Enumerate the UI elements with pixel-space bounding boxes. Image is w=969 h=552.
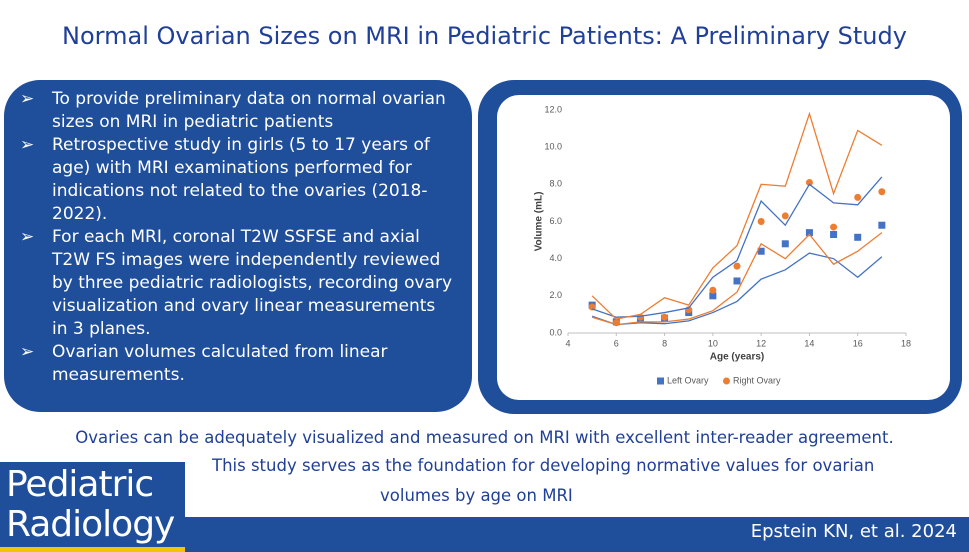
chart: 0.0 2.0 4.0 6.0 8.0 10.0 12.0 4 6 8 10 12 14 16 18 Age … <box>534 104 911 385</box>
point <box>781 212 789 220</box>
point <box>854 193 862 201</box>
x-tick-label: 10 <box>708 338 718 348</box>
logo-underline <box>0 547 185 552</box>
point <box>878 221 886 229</box>
citation: Epstein KN, et al. 2024 <box>750 521 957 542</box>
point <box>757 218 765 225</box>
y-axis-label: Volume (mL) <box>534 192 545 252</box>
y-tick-label: 8.0 <box>549 179 562 189</box>
point <box>733 262 741 270</box>
legend-label: Left Ovary <box>667 375 709 385</box>
logo-text: Pediatric <box>6 464 154 505</box>
point <box>878 188 886 196</box>
range-line <box>591 176 883 318</box>
chart-panel: 0.0 2.0 4.0 6.0 8.0 10.0 12.0 4 6 8 10 12 14 16 18 Age … <box>497 95 950 400</box>
x-tick-label: 14 <box>804 338 814 348</box>
x-tick-label: 4 <box>565 338 570 348</box>
point <box>709 286 717 294</box>
y-tick-label: 10.0 <box>544 142 562 152</box>
conclusion: Ovaries can be adequately visualized and… <box>75 428 894 447</box>
y-tick-label: 4.0 <box>549 253 562 263</box>
point <box>805 229 813 237</box>
conclusion: This study serves as the foundation for … <box>212 456 875 475</box>
x-tick-label: 16 <box>853 338 863 348</box>
x-tick-label: 12 <box>756 338 766 348</box>
title: Normal Ovarian Sizes on MRI in Pediatric… <box>62 22 907 50</box>
bullet: Retrospective study in girls (5 to 17 ye… <box>14 134 452 226</box>
x-axis-label: Age (years) <box>710 352 764 363</box>
point <box>781 240 789 248</box>
methods-box: To provide preliminary data on normal ov… <box>4 80 472 412</box>
range-line <box>591 111 883 320</box>
point <box>588 303 596 311</box>
point <box>805 178 813 186</box>
legend-swatch <box>657 377 664 385</box>
legend-swatch <box>723 377 730 385</box>
point <box>661 313 669 321</box>
point <box>733 277 741 285</box>
bullets: To provide preliminary data on normal ov… <box>4 80 472 387</box>
conclusion: volumes by age on MRI <box>380 486 573 505</box>
journal-logo: Pediatric Radiology <box>0 462 185 552</box>
point <box>757 247 765 255</box>
y-tick-label: 12.0 <box>544 104 562 114</box>
point <box>830 223 838 231</box>
range-line <box>591 232 883 326</box>
y-tick-label: 6.0 <box>549 216 562 226</box>
y-tick-label: 2.0 <box>549 290 562 300</box>
y-tick-label: 0.0 <box>549 327 562 337</box>
legend-label: Right Ovary <box>733 375 781 385</box>
range-line <box>591 252 883 326</box>
footer-bar <box>185 517 969 552</box>
bullet: For each MRI, coronal T2W SSFSE and axia… <box>14 226 452 341</box>
logo-text: Radiology <box>6 504 175 545</box>
x-tick-label: 8 <box>662 338 667 348</box>
bullet: Ovarian volumes calculated from linear m… <box>14 341 452 387</box>
x-tick-label: 6 <box>614 338 619 348</box>
point <box>854 233 862 241</box>
point <box>709 292 717 300</box>
bullet: To provide preliminary data on normal ov… <box>14 88 452 134</box>
x-tick-label: 18 <box>901 338 911 348</box>
point <box>830 231 838 239</box>
